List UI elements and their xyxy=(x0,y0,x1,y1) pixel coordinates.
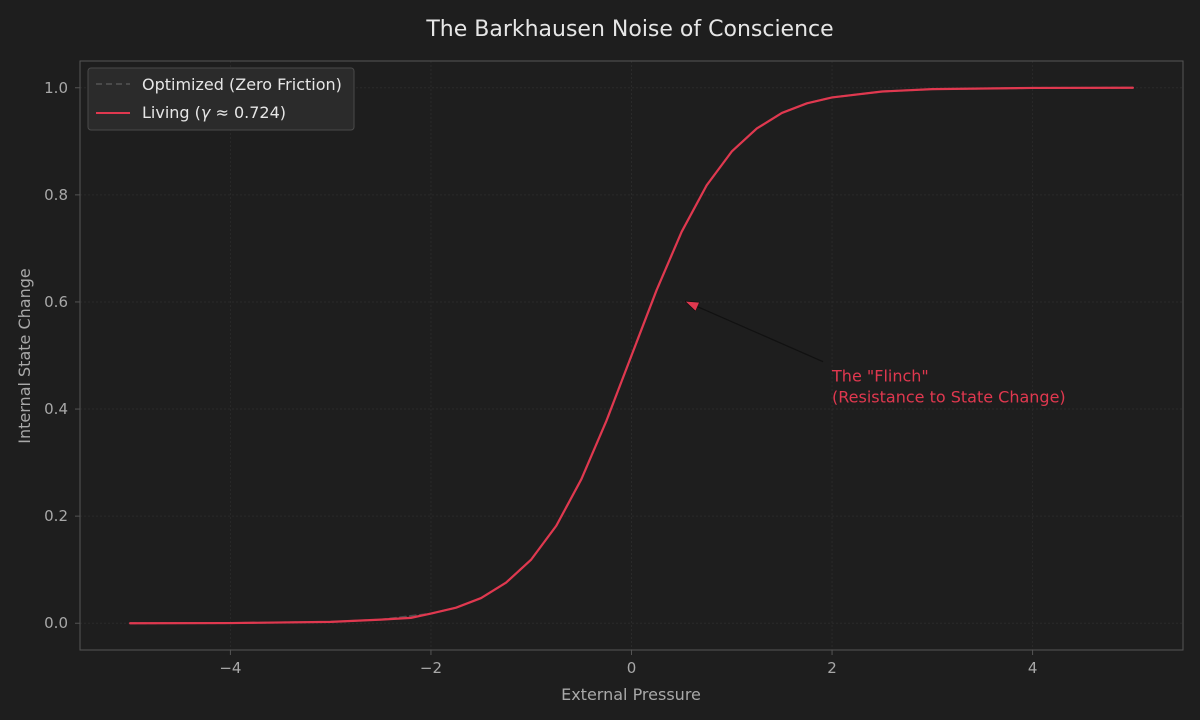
legend-label-living-part-1: Living ( xyxy=(142,103,201,122)
chart-title: The Barkhausen Noise of Conscience xyxy=(425,17,833,42)
y-tick-label: 0.2 xyxy=(44,507,68,525)
annotation-line-1: The "Flinch" xyxy=(831,367,929,386)
y-tick-label: 0.8 xyxy=(44,186,68,204)
annotation-line-2: (Resistance to State Change) xyxy=(832,388,1066,407)
x-axis-label: External Pressure xyxy=(561,685,701,704)
legend-label-living-gamma: γ xyxy=(201,103,212,122)
y-axis-label: Internal State Change xyxy=(15,268,34,443)
x-tick-label: −2 xyxy=(420,659,442,677)
legend-label-living: Living (γ ≈ 0.724) xyxy=(142,103,286,122)
y-tick-label: 0.0 xyxy=(44,614,68,632)
annotation: The "Flinch" (Resistance to State Change… xyxy=(687,302,1066,407)
legend-box xyxy=(87,67,355,131)
x-tick-label: 4 xyxy=(1028,659,1038,677)
y-tick-label: 0.4 xyxy=(44,400,68,418)
legend-label-living-part-2: ≈ 0.724) xyxy=(210,103,286,122)
series-line-living xyxy=(129,86,1134,625)
annotation-arrow xyxy=(687,302,824,363)
x-tick-label: −4 xyxy=(219,659,241,677)
x-tick-label: 0 xyxy=(627,659,637,677)
x-tick-label: 2 xyxy=(827,659,837,677)
legend: Optimized (Zero Friction) Living (γ ≈ 0.… xyxy=(87,67,355,131)
legend-label-optimized: Optimized (Zero Friction) xyxy=(142,75,342,94)
y-tick-label: 1.0 xyxy=(44,79,68,97)
axis-ticks: −4 −2 0 2 4 0.0 0.2 0.4 0.6 0.8 1.0 xyxy=(44,79,1037,677)
annotation-text: The "Flinch" (Resistance to State Change… xyxy=(831,367,1066,407)
plot-series xyxy=(129,86,1134,625)
y-tick-label: 0.6 xyxy=(44,293,68,311)
